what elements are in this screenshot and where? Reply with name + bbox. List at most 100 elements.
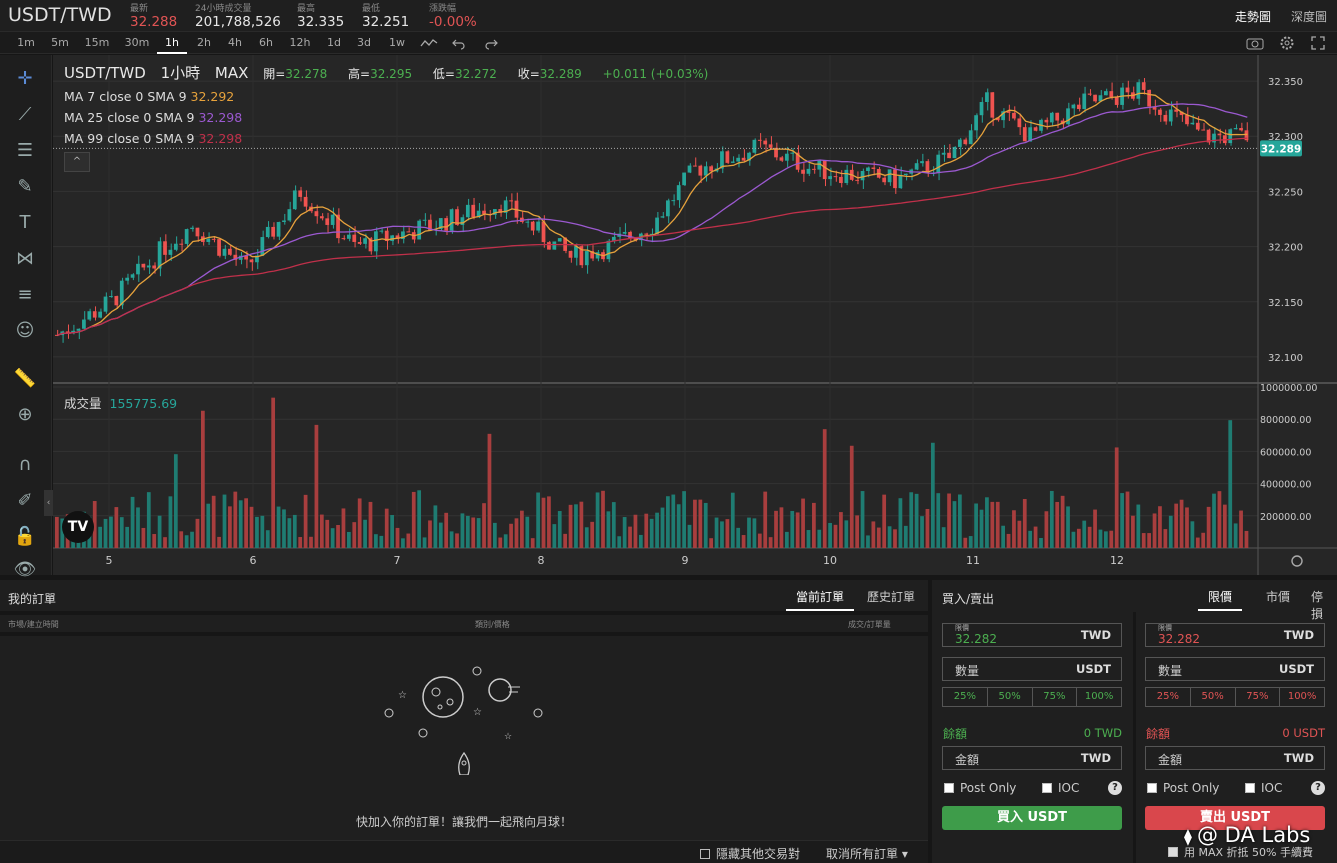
zoom-in-icon[interactable]: ⊕ — [17, 404, 33, 425]
sell-help-icon[interactable]: ? — [1311, 781, 1325, 795]
buy-amount-input[interactable]: 金額 TWD — [942, 746, 1122, 770]
candle-body — [1201, 129, 1206, 131]
pair-title[interactable]: USDT/TWD — [8, 4, 112, 26]
buy-pct-25[interactable]: 25% — [943, 688, 988, 706]
horizontal-lines-icon[interactable]: ☰ — [16, 140, 34, 161]
sell-price-input[interactable]: 限價 32.282 TWD — [1145, 623, 1325, 647]
chart-style-icon[interactable] — [420, 37, 438, 49]
interval-5m[interactable]: 5m — [51, 36, 69, 49]
collapse-toolbar-button[interactable]: ‹ — [44, 490, 53, 516]
interval-12h[interactable]: 12h — [289, 36, 311, 49]
emoji-icon[interactable]: ☺ — [15, 320, 35, 341]
ruler-icon[interactable]: 📏 — [13, 368, 37, 389]
sell-pct-100[interactable]: 100% — [1287, 691, 1317, 702]
settings-gear-icon[interactable] — [1279, 35, 1295, 51]
sell-post-only-checkbox[interactable]: Post Only — [1147, 781, 1219, 795]
volume-bar — [649, 518, 654, 548]
candle-body — [974, 115, 978, 131]
volume-bar — [1033, 526, 1038, 548]
redo-icon[interactable] — [484, 36, 498, 50]
tab-chart[interactable]: 走勢圖 — [1224, 0, 1281, 35]
interval-4h[interactable]: 4h — [228, 36, 242, 49]
tab-depth[interactable]: 深度圖 — [1290, 10, 1327, 24]
hide-other-pairs-checkbox[interactable]: 隱藏其他交易對 — [700, 845, 800, 862]
volume-bar — [1006, 533, 1011, 548]
pattern-icon[interactable]: ⋈ — [16, 248, 34, 269]
time-tick-label: 6 — [250, 554, 257, 567]
fib-icon[interactable]: ≡ — [17, 284, 33, 305]
tab-stop[interactable]: 停損 — [1311, 590, 1324, 621]
fullscreen-icon[interactable] — [1311, 36, 1325, 50]
volume-bar — [1076, 528, 1081, 548]
buy-post-only-checkbox[interactable]: Post Only — [944, 781, 1016, 795]
buy-price-input[interactable]: 限價 32.282 TWD — [942, 623, 1122, 647]
lock-icon[interactable]: 🔓 — [13, 526, 37, 547]
volume-bar — [1185, 507, 1189, 548]
tradingview-logo[interactable]: TV — [62, 511, 94, 543]
crosshair-icon[interactable]: ✛ — [17, 68, 33, 89]
volume-bar — [920, 516, 924, 548]
tab-current-orders[interactable]: 當前訂單 — [786, 584, 855, 611]
trade-panel: 買入/賣出 限價 市價 停損 限價 32.282 TWD 數量 USDT 25% 50%… — [932, 580, 1337, 863]
cancel-all-orders-dropdown[interactable]: 取消所有訂單 ▾ — [826, 847, 908, 861]
volume-bar — [947, 493, 951, 548]
magnet-icon[interactable]: ∩ — [18, 454, 32, 475]
candle-body — [109, 296, 113, 298]
sell-ioc-checkbox[interactable]: IOC — [1245, 781, 1282, 795]
moon-illustration: ☆ ☆ ☆ — [384, 666, 543, 775]
sell-balance-label: 餘額 — [1146, 727, 1171, 741]
sell-pct-50[interactable]: 50% — [1191, 688, 1236, 706]
buy-pct-50[interactable]: 50% — [988, 688, 1033, 706]
buy-ioc-checkbox[interactable]: IOC — [1042, 781, 1079, 795]
buy-usdt-button[interactable]: 買入 USDT — [942, 806, 1122, 830]
max-fee-discount-checkbox[interactable]: 用 MAX 折抵 50% 手續費 — [1168, 844, 1313, 860]
sell-amount-input[interactable]: 金額 TWD — [1145, 746, 1325, 770]
interval-1h[interactable]: 1h — [157, 32, 187, 54]
buy-help-icon[interactable]: ? — [1108, 781, 1122, 795]
brush-icon[interactable]: ✎ — [17, 176, 33, 197]
candle-body — [649, 233, 654, 235]
eye-icon[interactable]: 👁 — [13, 559, 37, 580]
interval-30m[interactable]: 30m — [124, 36, 150, 49]
buy-pct-75[interactable]: 75% — [1033, 688, 1078, 706]
chart-canvas[interactable]: 32.350 32.300 32.250 32.200 32.150 32.100 1000… — [53, 55, 1337, 575]
buy-quantity-input[interactable]: 數量 USDT — [942, 657, 1122, 681]
interval-15m[interactable]: 15m — [84, 36, 110, 49]
tab-market[interactable]: 市價 — [1266, 590, 1291, 604]
candle-body — [882, 177, 887, 183]
volume-bar — [952, 501, 957, 548]
interval-1d[interactable]: 1d — [327, 36, 341, 49]
camera-icon[interactable] — [1246, 36, 1264, 50]
interval-2h[interactable]: 2h — [197, 36, 211, 49]
candle-body — [806, 168, 811, 174]
sell-pct-75[interactable]: 75% — [1236, 688, 1281, 706]
text-tool-icon[interactable]: T — [19, 212, 31, 233]
interval-1w[interactable]: 1w — [389, 36, 405, 49]
sell-usdt-button[interactable]: 賣出 USDT — [1145, 806, 1325, 830]
price-chart[interactable]: 32.350 32.300 32.250 32.200 32.150 32.100 1000… — [53, 55, 1337, 575]
ma7-legend[interactable]: MA 7 close 0 SMA 9 32.292 — [64, 89, 235, 104]
ma25-legend[interactable]: MA 25 close 0 SMA 9 32.298 — [64, 110, 243, 125]
ma25-line — [57, 103, 1248, 336]
tab-limit[interactable]: 限價 — [1198, 584, 1243, 611]
volume-bar — [974, 503, 978, 548]
price-tick-label: 32.300 — [1268, 132, 1303, 143]
lock-drawing-icon[interactable]: ✐ — [17, 490, 33, 511]
undo-icon[interactable] — [452, 36, 466, 50]
tab-history-orders[interactable]: 歷史訂單 — [867, 590, 916, 604]
volume-bar — [1060, 495, 1065, 548]
sell-pct-25[interactable]: 25% — [1146, 688, 1191, 706]
volume-bar — [601, 490, 605, 548]
volume-bar — [757, 533, 762, 548]
collapse-legend-button[interactable]: ^ — [64, 152, 90, 172]
interval-6h[interactable]: 6h — [259, 36, 273, 49]
trend-line-icon[interactable]: ⟋ — [18, 104, 32, 125]
volume-bar — [1163, 529, 1168, 548]
volume-bar — [958, 494, 962, 548]
ma99-legend[interactable]: MA 99 close 0 SMA 9 32.298 — [64, 131, 243, 146]
interval-3d[interactable]: 3d — [357, 36, 371, 49]
buy-pct-100[interactable]: 100% — [1084, 691, 1114, 702]
col-market: 市場/建立時間 — [8, 620, 59, 629]
sell-quantity-input[interactable]: 數量 USDT — [1145, 657, 1325, 681]
interval-1m[interactable]: 1m — [17, 36, 35, 49]
